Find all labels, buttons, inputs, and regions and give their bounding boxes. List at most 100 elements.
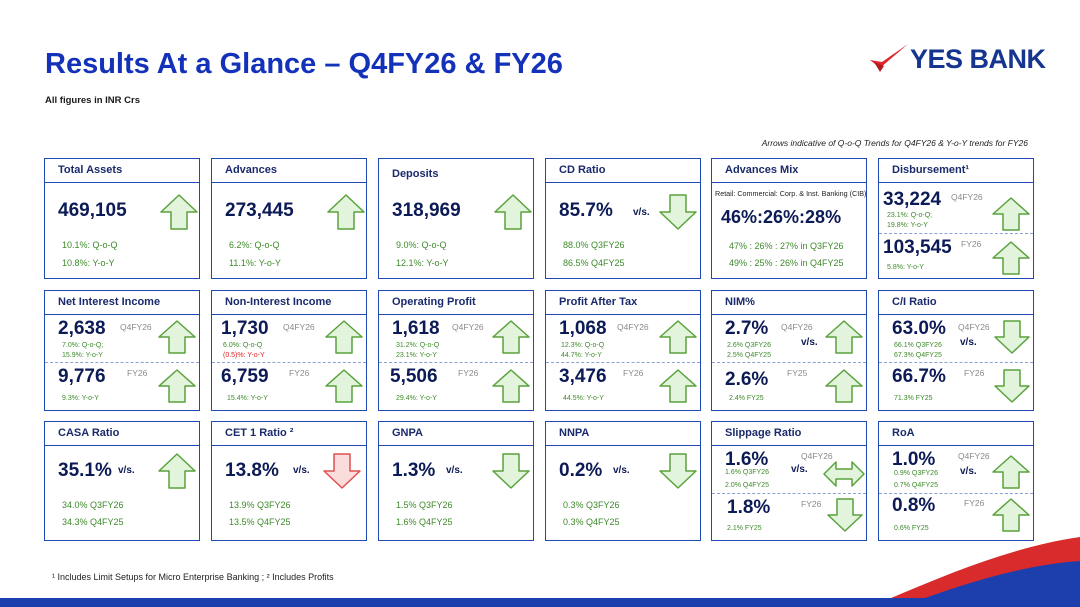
- fy-tag: FY26: [458, 368, 479, 378]
- fy-tag: FY26: [623, 368, 644, 378]
- card-value: 318,969: [392, 200, 461, 221]
- card-roa: RoA 1.0% Q4FY26 v/s. 0.9% Q3FY26 0.7% Q4…: [878, 421, 1034, 541]
- up-arrow-icon: [992, 241, 1030, 275]
- q-prev-q: 2.6% Q3FY26: [727, 342, 771, 349]
- card-value: 469,105: [58, 200, 127, 221]
- card-slippage-ratio: Slippage Ratio 1.6% Q4FY26 v/s. 1.6% Q3F…: [711, 421, 867, 541]
- card-title: CASA Ratio: [45, 422, 199, 446]
- card-title: Deposits: [392, 168, 439, 180]
- q-prev-y: 2.5% Q4FY25: [727, 352, 771, 359]
- up-arrow-icon: [825, 320, 863, 354]
- card-title: CET 1 Ratio ²: [212, 422, 366, 446]
- up-arrow-icon: [492, 369, 530, 403]
- page-title: Results At a Glance – Q4FY26 & FY26: [45, 48, 563, 80]
- up-arrow-icon: [158, 369, 196, 403]
- card-prev-q: 1.5% Q3FY26: [396, 500, 453, 510]
- q-tag: Q4FY26: [958, 451, 990, 461]
- card-yoy: 11.1%: Y-o-Y: [229, 258, 281, 268]
- mix-prev-q: 47% : 26% : 27% in Q3FY26: [729, 241, 844, 251]
- divider: [879, 362, 1033, 363]
- q-yoy: 19.8%: Y-o-Y: [887, 222, 928, 229]
- fy-yoy: 29.4%: Y-o-Y: [396, 395, 437, 402]
- logo-text: YES BANK: [910, 44, 1046, 74]
- card-gnpa: GNPA 1.3% v/s. 1.5% Q3FY26 1.6% Q4FY25: [378, 421, 534, 541]
- both-ways-arrow-icon: [823, 460, 865, 488]
- decorative-swoosh: [870, 537, 1080, 607]
- fy-tag: FY26: [127, 368, 148, 378]
- up-arrow-icon: [160, 194, 198, 230]
- fy-value: 5,506: [390, 366, 438, 387]
- card-nnpa: NNPA 0.2% v/s. 0.3% Q3FY26 0.3% Q4FY25: [545, 421, 701, 541]
- divider: [379, 362, 533, 363]
- card-non-interest-income: Non-Interest Income 1,730 Q4FY26 6.0%: Q…: [211, 290, 367, 411]
- q-prev-y: 2.0% Q4FY25: [725, 482, 769, 489]
- card-qoq: 9.0%: Q-o-Q: [396, 240, 447, 250]
- card-advances-mix: Advances Mix Retail: Commercial: Corp. &…: [711, 158, 867, 279]
- up-arrow-icon: [158, 320, 196, 354]
- fy-yoy: 5.8%: Y-o-Y: [887, 264, 924, 271]
- card-prev-y: 86.5% Q4FY25: [563, 258, 625, 268]
- up-arrow-icon: [492, 320, 530, 354]
- yes-bank-logo: YES BANK: [868, 42, 1056, 78]
- fy-value: 0.8%: [892, 495, 936, 516]
- fy-value: 6,759: [221, 366, 269, 387]
- fy-yoy: 9.3%: Y-o-Y: [62, 395, 99, 402]
- card-title: Advances Mix: [712, 159, 866, 183]
- card-profit-after-tax: Profit After Tax 1,068 Q4FY26 12.3%: Q-o…: [545, 290, 701, 411]
- up-arrow-icon: [659, 369, 697, 403]
- card-value: 13.8%: [225, 460, 279, 481]
- card-prev-y: 0.3% Q4FY25: [563, 517, 620, 527]
- down-arrow-icon: [659, 194, 697, 230]
- card-prev-q: 88.0% Q3FY26: [563, 240, 625, 250]
- card-casa-ratio: CASA Ratio 35.1% v/s. 34.0% Q3FY26 34.3%…: [44, 421, 200, 541]
- up-arrow-icon: [992, 197, 1030, 231]
- q-prev-q: 0.9% Q3FY26: [894, 470, 938, 477]
- q-tag: Q4FY26: [452, 322, 484, 332]
- card-title: RoA: [879, 422, 1033, 446]
- q-yoy: 15.9%: Y-o-Y: [62, 352, 103, 359]
- vs-label: v/s.: [293, 465, 310, 476]
- card-operating-profit: Operating Profit 1,618 Q4FY26 31.2%: Q-o…: [378, 290, 534, 411]
- vs-label: v/s.: [446, 465, 463, 476]
- vs-label: v/s.: [613, 465, 630, 476]
- q-qoq: 6.0%: Q-o-Q: [223, 342, 263, 349]
- q-qoq: 12.3%: Q-o-Q: [561, 342, 605, 349]
- divider: [879, 233, 1033, 234]
- fy-tag: FY26: [289, 368, 310, 378]
- vs-label: v/s.: [960, 466, 977, 477]
- q-tag: Q4FY26: [283, 322, 315, 332]
- card-yoy: 12.1%: Y-o-Y: [396, 258, 449, 268]
- card-value: 0.2%: [559, 460, 603, 481]
- q-tag: Q4FY26: [801, 451, 833, 461]
- card-value: 46%:26%:28%: [721, 207, 842, 227]
- q-yoy: (0.5)%: Y-o-Y: [223, 352, 265, 359]
- down-arrow-icon: [994, 320, 1030, 354]
- card-title: CD Ratio: [546, 159, 700, 183]
- card-title: C/I Ratio: [879, 291, 1033, 315]
- vs-label: v/s.: [633, 207, 650, 218]
- arrow-note: Arrows indicative of Q-o-Q Trends for Q4…: [761, 138, 1028, 148]
- card-title: Disbursement¹: [879, 159, 1033, 183]
- page-subtitle: All figures in INR Crs: [45, 95, 141, 106]
- card-total-assets: Total Assets 469,105 10.1%: Q-o-Q 10.8%:…: [44, 158, 200, 279]
- card-disbursement: Disbursement¹ 33,224 Q4FY26 23.1%: Q-o-Q…: [878, 158, 1034, 279]
- bottom-bar: [0, 598, 1080, 607]
- q-tag: Q4FY26: [958, 322, 990, 332]
- q-tag: Q4FY26: [951, 192, 983, 202]
- card-value: 35.1%: [58, 460, 112, 481]
- fy-prev: 71.3% FY25: [894, 395, 933, 402]
- fy-value: 66.7%: [892, 366, 946, 387]
- q-prev-y: 0.7% Q4FY25: [894, 482, 938, 489]
- divider: [879, 493, 1033, 494]
- card-value: 85.7%: [559, 200, 613, 221]
- vs-label: v/s.: [791, 464, 808, 475]
- card-cd-ratio: CD Ratio 85.7% v/s. 88.0% Q3FY26 86.5% Q…: [545, 158, 701, 279]
- vs-label: v/s.: [118, 465, 135, 476]
- q-value: 2,638: [58, 318, 106, 339]
- card-title: Advances: [212, 159, 366, 183]
- q-value: 1.0%: [892, 449, 936, 470]
- fy-tag: FY26: [964, 498, 985, 508]
- card-title: Slippage Ratio: [712, 422, 866, 446]
- fy-tag: FY26: [801, 499, 822, 509]
- q-qoq: 7.0%: Q-o-Q;: [62, 342, 104, 349]
